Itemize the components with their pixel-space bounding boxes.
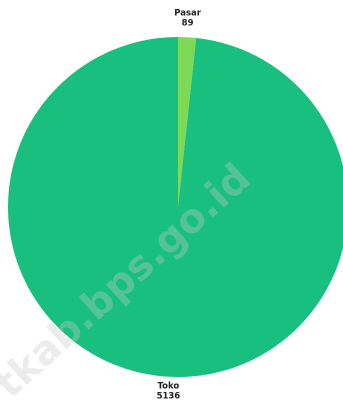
- slice-value-toko: 5136: [157, 392, 181, 402]
- pie-slice-toko: [8, 37, 343, 377]
- slice-label-pasar: Pasar: [174, 8, 202, 18]
- pie-slices: [8, 37, 343, 377]
- pie-slice-pasar: [178, 37, 197, 207]
- slice-label-toko: Toko: [158, 382, 180, 392]
- slice-value-pasar: 89: [182, 18, 194, 28]
